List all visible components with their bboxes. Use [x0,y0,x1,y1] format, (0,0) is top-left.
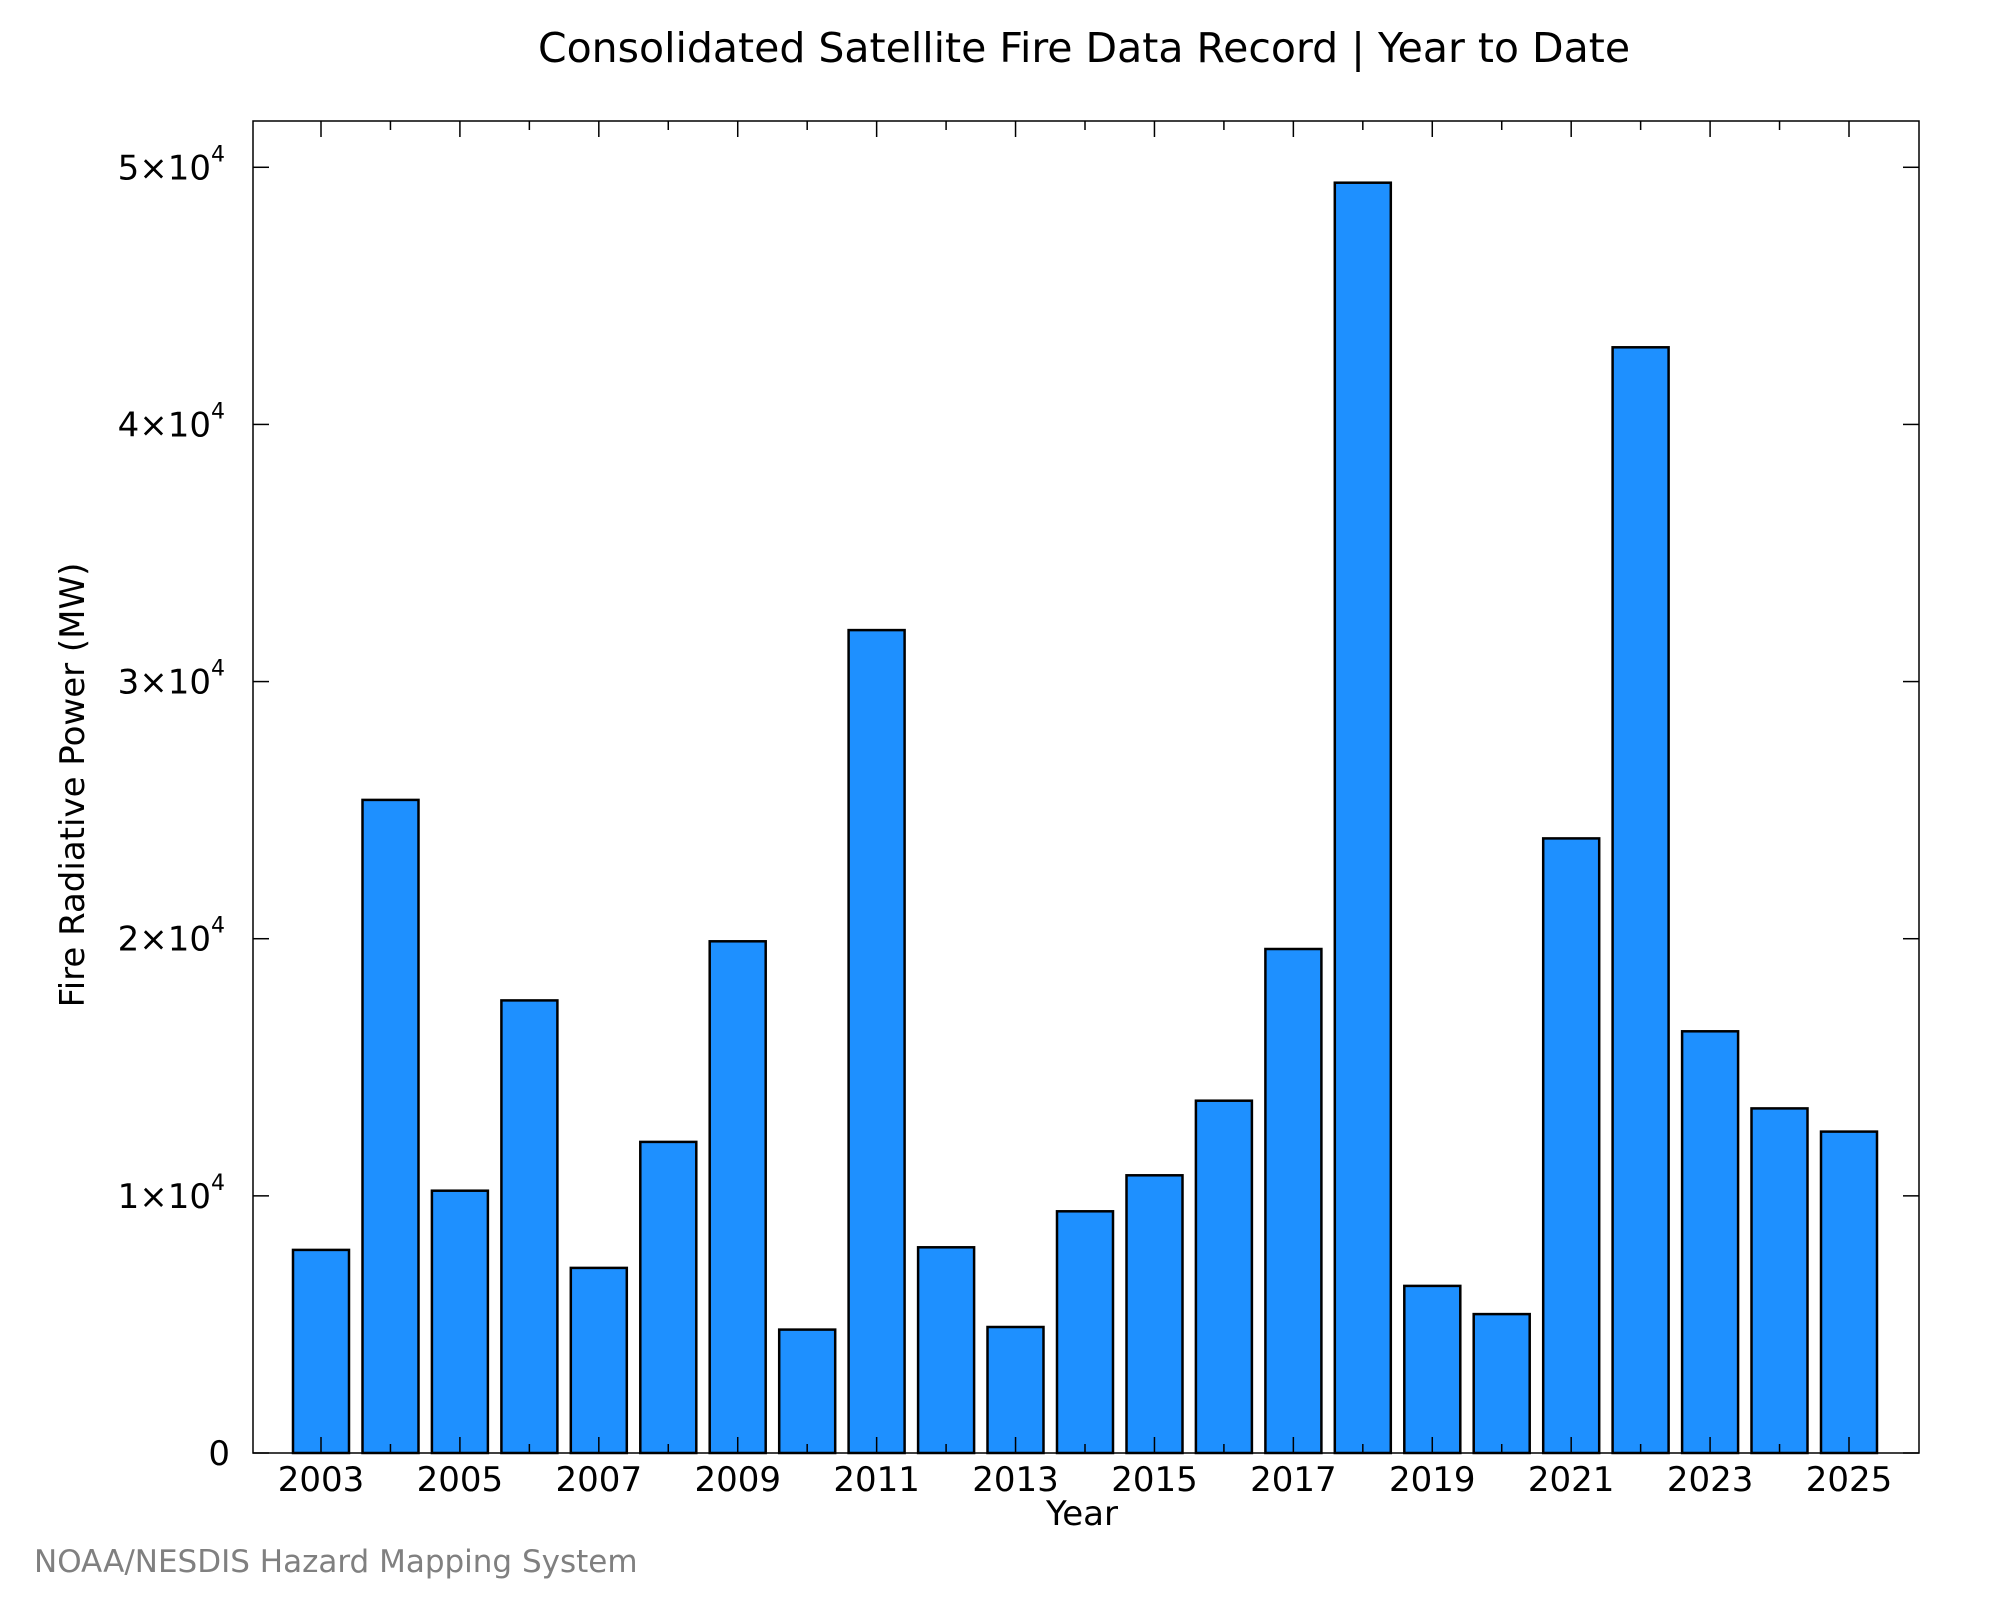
bar-2005 [430,1189,490,1455]
axes-layer [252,120,1920,1454]
bar-2018 [1333,181,1393,1455]
y-tick-label: 4×104 [118,399,225,445]
bar-2020 [1472,1312,1531,1455]
bar-2024 [1750,1107,1809,1455]
bars-layer [291,181,1879,1455]
x-tick-label: 2025 [1806,1460,1893,1500]
x-tick-label: 2007 [556,1460,643,1500]
bar-2015 [1125,1174,1184,1455]
bar-2023 [1680,1030,1740,1455]
bar-2004 [361,798,420,1455]
plot-frame [252,120,1920,1454]
x-tick-label: 2003 [278,1460,365,1500]
bar-2007 [569,1266,629,1455]
bar-2016 [1194,1099,1254,1455]
x-tick-label: 2005 [417,1460,504,1500]
x-tick-label: 2019 [1389,1460,1476,1500]
x-tick-label: 2015 [1111,1460,1198,1500]
bar-2012 [916,1246,976,1455]
bar-2014 [1055,1210,1115,1455]
bar-2011 [847,628,906,1455]
source-credit: NOAA/NESDIS Hazard Mapping System [34,1544,638,1580]
bar-2013 [986,1325,1045,1455]
bar-2003 [291,1248,351,1455]
bar-2008 [639,1140,698,1455]
y-tick-label: 3×104 [118,657,225,703]
bar-2010 [777,1328,837,1455]
bar-2021 [1541,837,1601,1455]
bar-2019 [1403,1284,1462,1455]
y-axis-label: Fire Radiative Power (MW) [53,563,93,1008]
x-tick-label: 2013 [972,1460,1059,1500]
y-tick-label: 0 [208,1434,230,1474]
y-tick-labels: 0 1×104 2×104 3×104 4×104 5×104 [118,142,230,1474]
y-tick-label: 2×104 [118,914,225,960]
x-tick-label: 2011 [833,1460,920,1500]
y-tick-label: 1×104 [118,1171,225,1217]
x-tick-labels: 2003 2005 2007 2009 2011 2013 2015 2017 2019 2021… [278,1460,1893,1500]
chart-title: Consolidated Satellite Fire Data Record … [538,24,1630,72]
bar-2017 [1264,947,1323,1455]
x-tick-label: 2023 [1667,1460,1754,1500]
bar-2009 [708,940,767,1455]
y-tick-label: 5×104 [118,142,225,188]
x-tick-label: 2009 [694,1460,781,1500]
x-tick-label: 2017 [1250,1460,1337,1500]
x-axis-label: Year [1045,1494,1118,1534]
bar-2025 [1819,1130,1879,1455]
x-tick-label: 2021 [1528,1460,1615,1500]
bar-2022 [1611,346,1670,1455]
bar-2006 [500,999,559,1455]
